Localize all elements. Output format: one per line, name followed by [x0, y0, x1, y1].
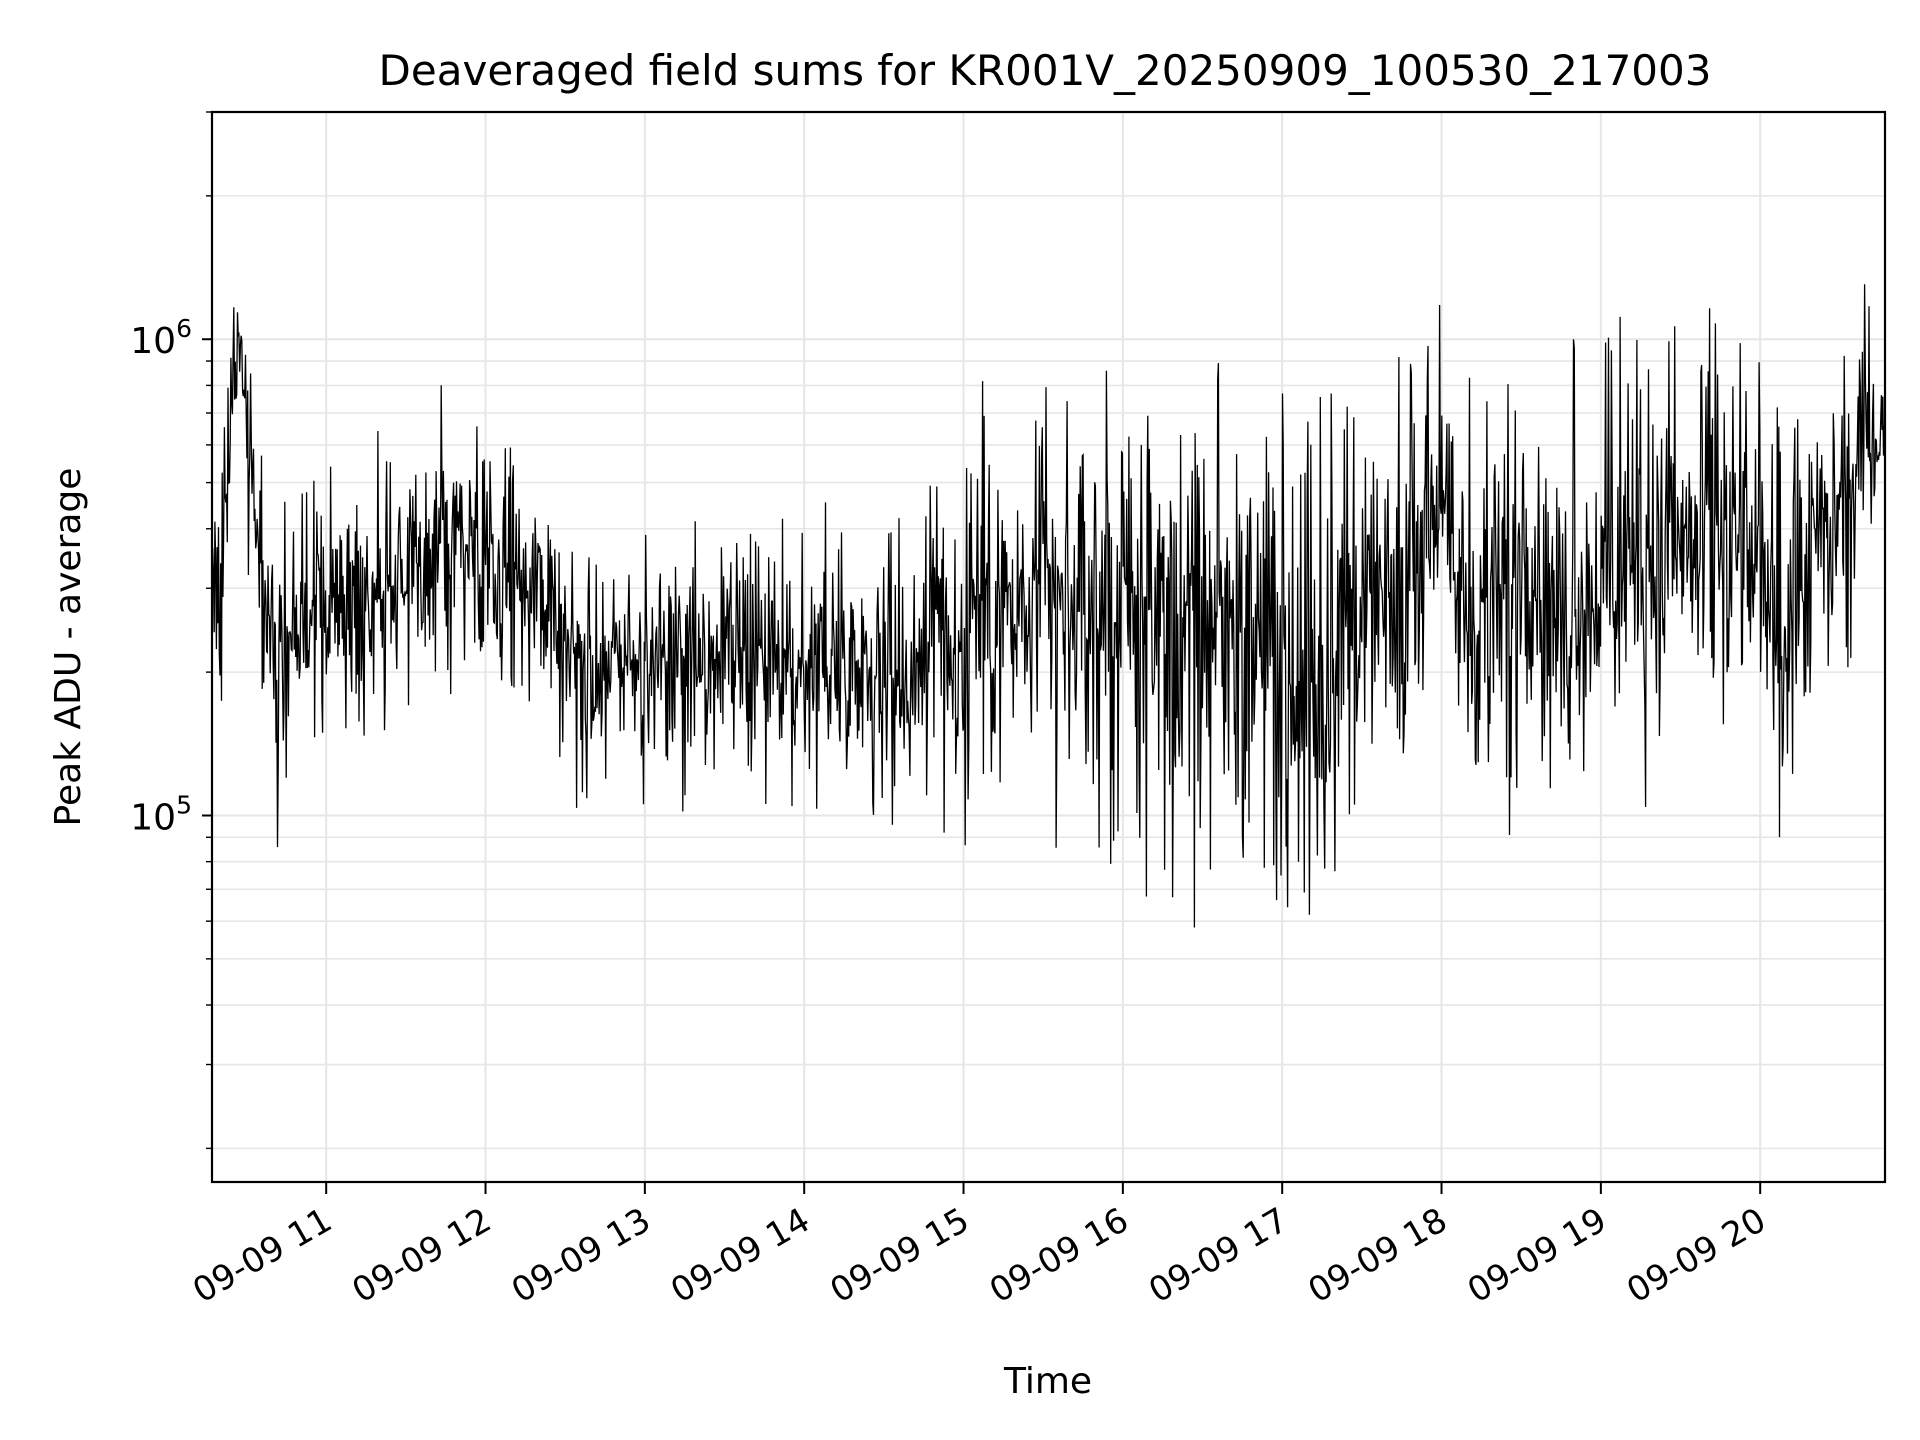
y-tick-label: 105	[130, 790, 192, 838]
x-axis-label: Time	[1003, 1361, 1092, 1402]
chart-title: Deaveraged field sums for KR001V_2025090…	[379, 46, 1712, 95]
plot-frame	[210, 110, 1887, 1184]
y-tick-label: 106	[130, 314, 192, 362]
series-line	[211, 284, 1886, 928]
y-axis-label: Peak ADU - average	[48, 468, 89, 827]
y-axis: 105 106	[130, 111, 212, 1150]
series-group	[211, 284, 1886, 928]
